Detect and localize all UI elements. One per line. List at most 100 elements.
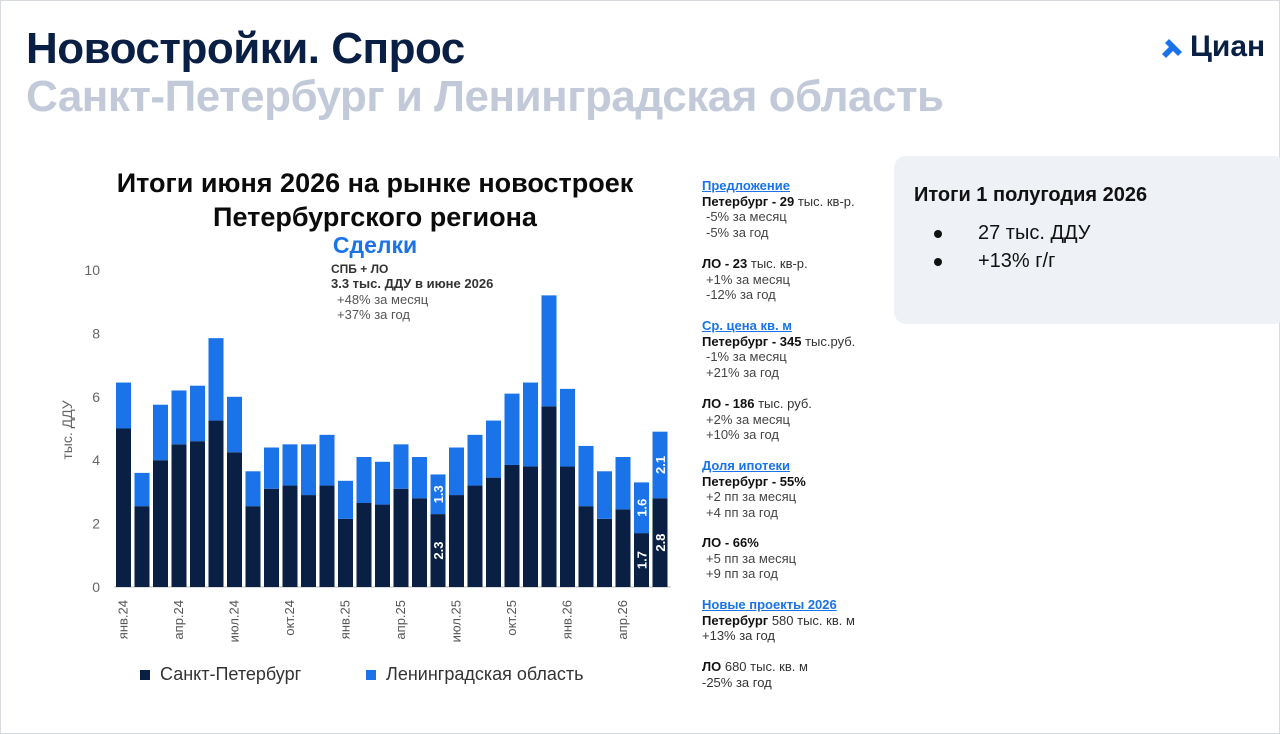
bar-lo	[227, 396, 242, 453]
projects-spb-year: +13% за год	[702, 628, 776, 643]
bar-spb	[116, 428, 131, 587]
logo-text: Циан	[1190, 30, 1266, 63]
bar-spb	[504, 464, 520, 587]
bar-spb	[301, 495, 316, 587]
bar-spb	[227, 452, 242, 587]
bar-lo	[560, 388, 575, 467]
bar-lo	[153, 404, 168, 461]
bar-spb	[430, 514, 446, 587]
projects-lo-unit: 680 тыс. кв. м	[721, 659, 808, 674]
bar-spb	[356, 502, 372, 587]
projects-block: Новые проекты 2026 Петербург 580 тыс. кв…	[702, 597, 855, 644]
projects-lo-year: -25% за год	[702, 674, 772, 690]
legend-item-lo: Ленинградская область	[366, 664, 584, 685]
projects-heading[interactable]: Новые проекты 2026	[702, 597, 837, 612]
chart-title-line2: Петербургского региона	[213, 202, 537, 232]
x-tick-label: янв.25	[338, 600, 353, 639]
bar-lo	[412, 457, 427, 499]
bar-lo	[356, 457, 372, 503]
data-label: 1.7	[635, 551, 650, 569]
bar-spb	[560, 466, 575, 587]
supply-spb-month: -5% за месяц	[706, 209, 787, 224]
price-spb-month: -1% за месяц	[706, 349, 787, 364]
bar-lo	[338, 480, 353, 519]
x-tick-label: янв.26	[560, 600, 575, 639]
x-tick-label: апр.26	[615, 600, 630, 640]
chart-annotation-line: СПБ + ЛО	[331, 262, 388, 276]
mortgage-block: Доля ипотеки Петербург - 55% +2 пп за ме…	[702, 458, 806, 520]
supply-lo-month: +1% за месяц	[706, 271, 790, 287]
bar-lo	[116, 382, 131, 429]
summary-item-text: 27 тыс. ДДУ	[978, 222, 1091, 244]
price-spb-unit: тыс.руб.	[801, 333, 856, 349]
mortgage-lo-month: +5 пп за месяц	[706, 550, 797, 566]
supply-heading[interactable]: Предложение	[702, 178, 790, 193]
bar-spb	[245, 506, 261, 587]
supply-lo-year: -12% за год	[706, 287, 776, 302]
bar-lo	[634, 482, 649, 534]
price-lo-unit: тыс. руб.	[754, 396, 812, 411]
supply-block: Предложение Петербург - 29 тыс. кв-р. -5…	[702, 178, 855, 240]
bar-lo	[301, 444, 316, 496]
supply-spb-unit: тыс. кв-р.	[794, 193, 855, 209]
y-tick-label: 6	[92, 389, 100, 405]
y-tick-label: 0	[92, 579, 100, 595]
legend-label-spb: Санкт-Петербург	[160, 664, 302, 684]
data-label: 1.3	[431, 485, 446, 503]
bar-spb	[208, 420, 224, 587]
y-tick-label: 4	[92, 452, 100, 468]
page-subtitle: Санкт-Петербург и Ленинградская область	[26, 72, 944, 121]
mortgage-spb-month: +2 пп за месяц	[706, 489, 797, 504]
mortgage-lo: ЛО - 66%	[702, 535, 759, 550]
price-block: Ср. цена кв. м Петербург - 345 тыс.руб. …	[702, 318, 855, 380]
mortgage-heading[interactable]: Доля ипотеки	[702, 458, 791, 473]
price-lo-block: ЛО - 186 тыс. руб. +2% за месяц +10% за …	[702, 396, 812, 443]
y-axis-label: тыс. ДДУ	[59, 400, 75, 459]
bar-lo	[171, 390, 187, 445]
bar-spb	[319, 485, 335, 587]
bar-lo	[190, 385, 205, 442]
bar-spb	[467, 485, 483, 587]
bar-lo	[597, 471, 612, 519]
bar-lo	[541, 295, 557, 407]
mortgage-lo-year: +9 пп за год	[706, 566, 778, 581]
bar-lo	[467, 434, 483, 486]
price-heading[interactable]: Ср. цена кв. м	[702, 318, 792, 333]
bar-lo	[319, 434, 335, 486]
bar-spb	[190, 441, 205, 587]
price-spb: Петербург - 345	[702, 333, 802, 349]
bar-spb	[523, 466, 538, 587]
bullet-icon	[934, 257, 942, 266]
mortgage-spb-year: +4 пп за год	[706, 504, 778, 520]
bar-lo	[578, 445, 594, 507]
deals-chart: 0 2 4 6 8 10 тыс. ДДУ янв.24 апр.24 июл.24 окт.24 я…	[59, 262, 671, 642]
data-label: 2.3	[431, 542, 446, 560]
bar-lo	[282, 444, 298, 486]
bar-spb	[615, 509, 631, 587]
price-spb-year: +21% за год	[706, 364, 780, 380]
x-tick-label: окт.24	[282, 600, 297, 636]
x-tick-label: апр.25	[393, 600, 408, 640]
bar-lo	[375, 461, 390, 505]
bar-spb	[153, 460, 168, 587]
summary-item: +13% г/г	[934, 250, 1055, 273]
bar-lo	[264, 447, 279, 489]
legend-swatch-lo	[366, 669, 376, 680]
x-tick-label: янв.24	[116, 600, 131, 639]
bar-spb	[486, 477, 501, 587]
legend-swatch-spb	[140, 669, 150, 680]
bar-lo	[430, 474, 446, 515]
projects-lo-block: ЛО 680 тыс. кв. м -25% за год	[702, 659, 808, 690]
projects-spb: Петербург	[702, 612, 769, 628]
bar-spb	[634, 533, 649, 587]
chart-subtitle: Сделки	[332, 232, 418, 258]
summary-heading: Итоги 1 полугодия 2026	[914, 184, 1148, 206]
price-lo-month: +2% за месяц	[706, 411, 790, 427]
data-label: 2.8	[653, 534, 668, 552]
data-label: 1.6	[635, 499, 650, 517]
bar-lo	[486, 420, 501, 478]
bar-spb	[449, 495, 464, 587]
summary-item: 27 тыс. ДДУ	[934, 222, 1090, 245]
bar-spb	[134, 506, 150, 587]
legend-item-spb: Санкт-Петербург	[140, 664, 301, 685]
